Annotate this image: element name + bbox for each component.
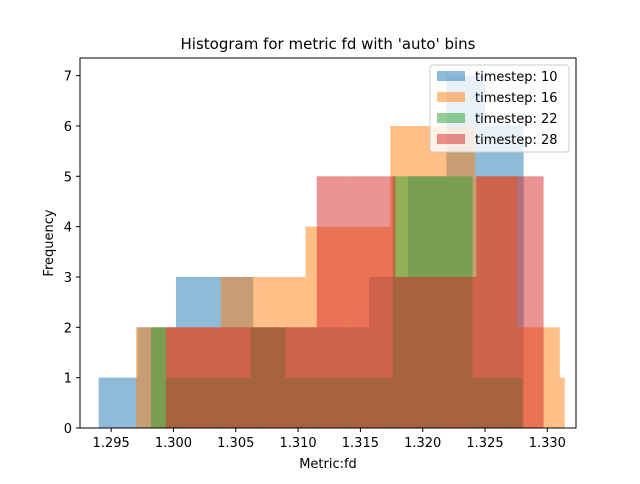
histogram-bar [180, 327, 317, 428]
plot-area-frame [79, 57, 577, 429]
x-tick-label: 1.305 [217, 436, 254, 451]
x-tick-label: 1.320 [404, 436, 441, 451]
y-tick-label: 0 [64, 422, 72, 437]
y-tick-label: 2 [64, 321, 72, 336]
y-tick-label: 5 [64, 170, 72, 185]
legend-frame [429, 64, 570, 153]
histogram-bar [385, 176, 396, 428]
histogram-bar [529, 176, 544, 428]
histogram-bar [351, 176, 386, 428]
legend-label: timestep: 10 [475, 70, 558, 85]
y-tick-label: 6 [64, 120, 72, 135]
y-tick-label: 3 [64, 271, 72, 286]
y-axis-ticks: 0 1 2 3 4 5 6 7 [64, 70, 80, 437]
y-tick-label: 7 [64, 70, 72, 85]
x-axis-ticks: 1.295 1.300 1.305 1.310 1.315 1.320 1.325 1.330 [93, 428, 566, 451]
x-tick-label: 1.295 [93, 436, 130, 451]
histogram-bar [395, 276, 429, 428]
legend-label: timestep: 22 [475, 112, 558, 127]
histogram-bar [428, 276, 477, 428]
legend-label: timestep: 28 [475, 133, 558, 148]
histogram-bar [509, 176, 530, 428]
x-tick-label: 1.300 [155, 436, 192, 451]
x-tick-label: 1.315 [342, 436, 379, 451]
histogram-bars [98, 75, 565, 429]
histogram-bar [165, 327, 181, 428]
histogram-bar [476, 176, 510, 428]
legend-swatch [437, 92, 465, 102]
x-tick-label: 1.330 [529, 436, 566, 451]
legend: timestep: 10 timestep: 16 timestep: 22 time… [429, 64, 570, 153]
histogram-bar [98, 377, 138, 428]
x-tick-label: 1.325 [466, 436, 503, 451]
legend-swatch [437, 113, 465, 123]
chart-title: Histogram for metric fd with 'auto' bins [181, 35, 476, 53]
histogram-bar [316, 176, 352, 428]
y-tick-label: 1 [64, 372, 72, 387]
histogram-bar [151, 327, 166, 428]
legend-swatch [437, 71, 465, 81]
legend-label: timestep: 16 [475, 91, 558, 106]
legend-swatch [437, 134, 465, 144]
y-axis-label: Frequency [42, 209, 57, 276]
y-tick-label: 4 [64, 221, 72, 236]
histogram-bar [559, 377, 565, 428]
x-tick-label: 1.310 [279, 436, 316, 451]
x-axis-label: Metric:fd [299, 457, 357, 472]
